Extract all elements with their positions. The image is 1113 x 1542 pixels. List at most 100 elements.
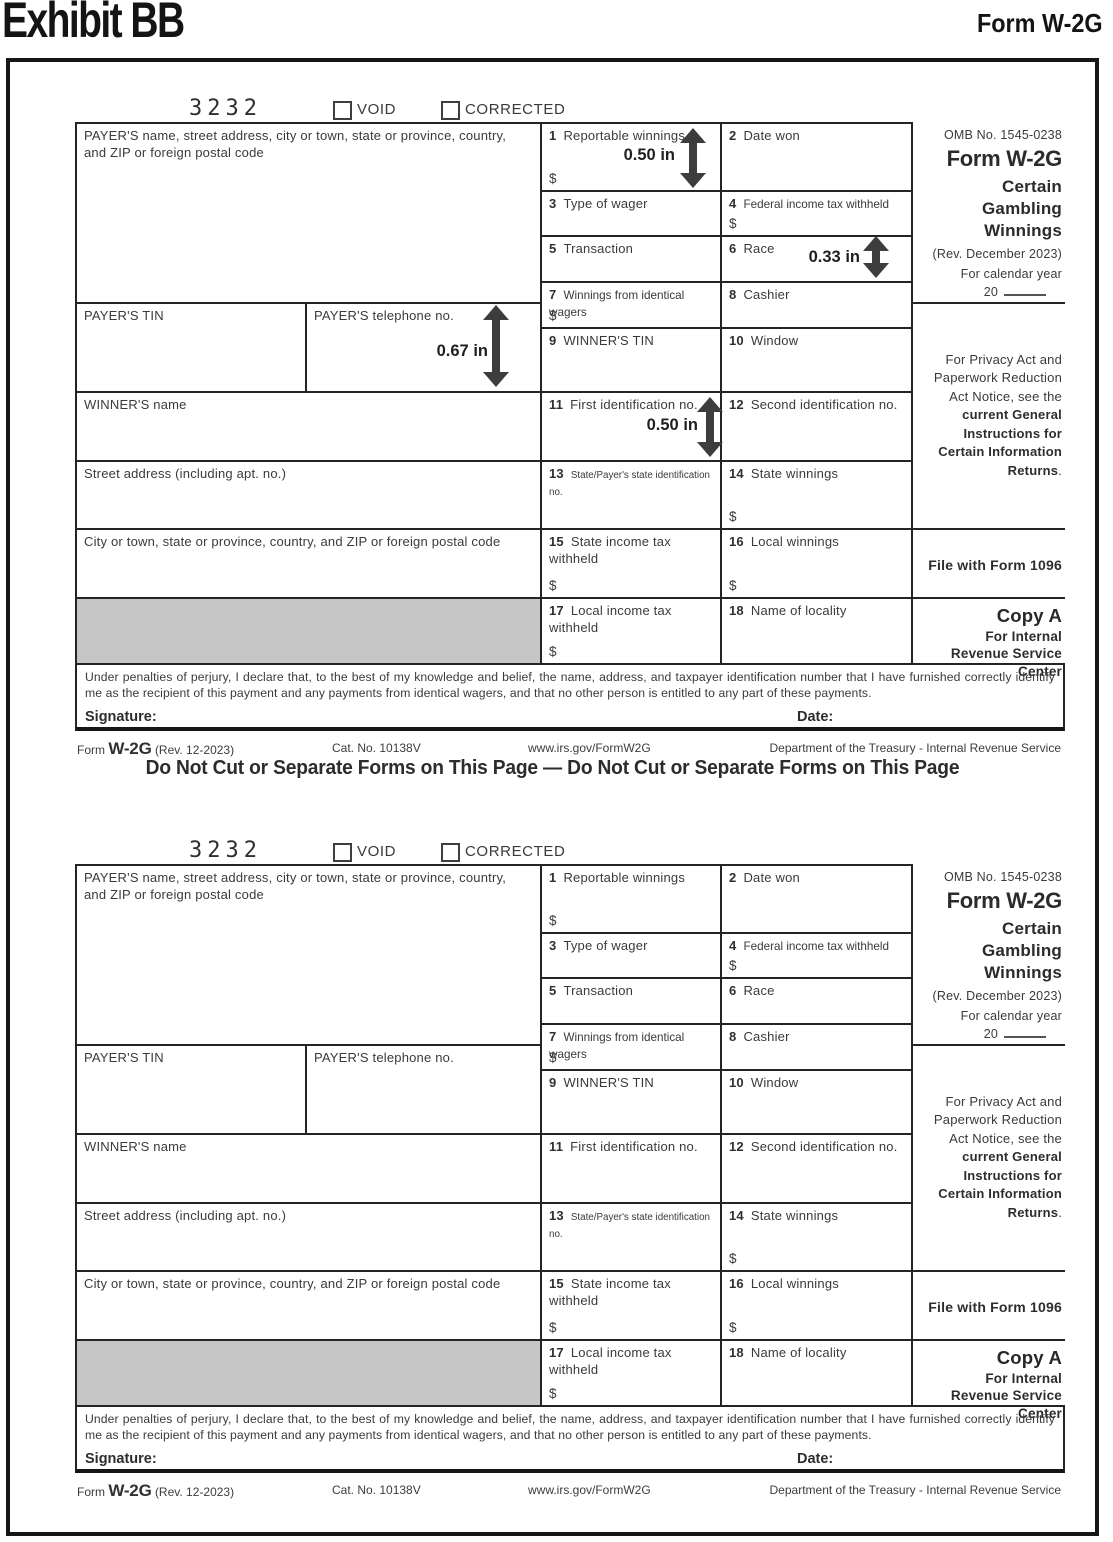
corrected-checkbox[interactable]	[441, 843, 460, 862]
perjury-statement: Under penalties of perjury, I declare th…	[85, 1412, 1055, 1443]
arrow-down-icon	[483, 372, 509, 387]
box-17-local-income-tax-withheld: 17 Local income tax withheld $	[540, 1339, 720, 1405]
year-blank-line[interactable]	[1004, 1036, 1046, 1039]
dollar-sign: $	[549, 1049, 557, 1065]
city-label: City or town, state or province, country…	[84, 1276, 501, 1291]
arrow-down-icon	[680, 173, 706, 188]
winner-name-label: WINNER'S name	[84, 397, 187, 412]
footer-form-id: Form W-2G (Rev. 12-2023)	[77, 1481, 235, 1500]
form-footer: Form W-2G (Rev. 12-2023) Cat. No. 10138V…	[75, 736, 1065, 758]
arrow-down-icon	[863, 263, 889, 278]
signature-label[interactable]: Signature:	[85, 709, 157, 725]
box-8-cashier: 8 Cashier	[720, 281, 911, 327]
treasury-department-label: Department of the Treasury - Internal Re…	[769, 741, 1061, 755]
form-title-block: OMB No. 1545-0238 Form W-2G Certain Gamb…	[911, 864, 1065, 1044]
copy-a-title: Copy A	[996, 1347, 1062, 1368]
box-3-type-of-wager: 3 Type of wager	[540, 190, 720, 235]
payer-phone-label: PAYER'S telephone no.	[314, 308, 454, 323]
perjury-statement: Under penalties of perjury, I declare th…	[85, 670, 1055, 701]
date-label[interactable]: Date:	[797, 1451, 834, 1467]
field-street-address: Street address (including apt. no.)	[75, 460, 540, 528]
irs-url[interactable]: www.irs.gov/FormW2G	[528, 741, 651, 755]
box-12-second-identification-no: 12 Second identification no.	[720, 1133, 911, 1202]
box-11-first-identification-no: 11 First identification no.	[540, 391, 720, 460]
void-checkbox[interactable]	[333, 843, 352, 862]
box-13-state-payer-id-no: 13 State/Payer's state identification no.	[540, 1202, 720, 1270]
arrow-up-icon	[697, 397, 723, 412]
field-winner-name: WINNER'S name	[75, 391, 540, 460]
dollar-sign: $	[549, 577, 557, 593]
form-reference-label: Form W-2G	[977, 8, 1103, 38]
perjury-statement-box: Under penalties of perjury, I declare th…	[75, 1405, 1065, 1473]
box-13-state-payer-id-no: 13 State/Payer's state identification no.	[540, 460, 720, 528]
arrow-down-icon	[697, 442, 723, 457]
box-7-winnings-identical-wagers: 7 Winnings from identical wagers $	[540, 1023, 720, 1069]
field-city-state-zip: City or town, state or province, country…	[75, 528, 540, 597]
measure-arrow-box1	[680, 128, 706, 188]
treasury-department-label: Department of the Treasury - Internal Re…	[769, 1483, 1061, 1497]
privacy-act-notice: For Privacy Act and Paperwork Reduction …	[911, 1044, 1065, 1270]
field-street-address: Street address (including apt. no.)	[75, 1202, 540, 1270]
form-footer: Form W-2G (Rev. 12-2023) Cat. No. 10138V…	[75, 1478, 1065, 1500]
box-16-local-winnings: 16 Local winnings $	[720, 528, 911, 597]
box-14-state-winnings: 14 State winnings $	[720, 1202, 911, 1270]
void-label: VOID	[357, 843, 397, 860]
form-name: Form W-2G	[946, 888, 1063, 913]
void-checkbox[interactable]	[333, 101, 352, 120]
revision-date: (Rev. December 2023)	[932, 989, 1062, 1004]
irs-url[interactable]: www.irs.gov/FormW2G	[528, 1483, 651, 1497]
payer-tin-label: PAYER'S TIN	[84, 1050, 164, 1065]
calendar-year-label: For calendar year	[960, 1009, 1062, 1024]
box-15-state-income-tax-withheld: 15 State income tax withheld $	[540, 528, 720, 597]
catalog-number: Cat. No. 10138V	[332, 1483, 421, 1497]
dollar-sign: $	[729, 1319, 737, 1335]
exhibit-title: Exhibit BB	[2, 0, 185, 48]
box-1-reportable-winnings: 1 Reportable winnings $	[540, 864, 720, 932]
measure-arrow-box6	[863, 236, 889, 278]
box-14-state-winnings: 14 State winnings $	[720, 460, 911, 528]
dollar-sign: $	[729, 1250, 737, 1266]
field-payer-telephone: PAYER'S telephone no.	[305, 1044, 540, 1133]
box-5-transaction: 5 Transaction	[540, 235, 720, 281]
payer-phone-label: PAYER'S telephone no.	[314, 1050, 454, 1065]
revision-date: (Rev. December 2023)	[932, 247, 1062, 262]
copy-a-subtitle: For Internal Revenue Service Center	[950, 628, 1062, 679]
file-with-form-1096: File with Form 1096	[911, 528, 1065, 597]
box-2-date-won: 2 Date won	[720, 864, 911, 932]
box-10-window: 10 Window	[720, 1069, 911, 1133]
dollar-sign: $	[549, 1319, 557, 1335]
calendar-year-entry: 20	[916, 1026, 1062, 1042]
field-payer-name-address: PAYER'S name, street address, city or to…	[75, 122, 540, 302]
form-subtitle: Certain Gambling Winnings	[982, 919, 1062, 982]
copy-a-subtitle: For Internal Revenue Service Center	[950, 1370, 1062, 1421]
dollar-sign: $	[549, 1385, 557, 1401]
box-16-local-winnings: 16 Local winnings $	[720, 1270, 911, 1339]
arrow-up-icon	[483, 305, 509, 320]
arrow-up-icon	[680, 128, 706, 143]
signature-label[interactable]: Signature:	[85, 1451, 157, 1467]
field-payer-telephone: PAYER'S telephone no.	[305, 302, 540, 391]
perjury-statement-box: Under penalties of perjury, I declare th…	[75, 663, 1065, 731]
dollar-sign: $	[729, 577, 737, 593]
measure-label-phone: 0.67 in	[436, 342, 488, 360]
dollar-sign: $	[549, 643, 557, 659]
copy-a-title: Copy A	[996, 605, 1062, 626]
box-10-window: 10 Window	[720, 327, 911, 391]
copy-a-block: Copy A For Internal Revenue Service Cent…	[911, 1339, 1065, 1421]
copy-a-block: Copy A For Internal Revenue Service Cent…	[911, 597, 1065, 679]
form-name: Form W-2G	[946, 146, 1063, 171]
corrected-checkbox[interactable]	[441, 101, 460, 120]
form-code-3232: 3232	[189, 838, 262, 863]
date-label[interactable]: Date:	[797, 709, 834, 725]
w2g-form-copy-1: 3232 VOID CORRECTED PAYER'S name, street…	[75, 96, 1065, 760]
arrow-up-icon	[863, 236, 889, 251]
form-title-block: OMB No. 1545-0238 Form W-2G Certain Gamb…	[911, 122, 1065, 302]
field-payer-tin: PAYER'S TIN	[75, 1044, 305, 1133]
year-blank-line[interactable]	[1004, 294, 1046, 297]
box-18-name-of-locality: 18 Name of locality	[720, 1339, 911, 1405]
box-4-federal-income-tax-withheld: 4 Federal income tax withheld $	[720, 190, 911, 235]
box-11-first-identification-no: 11 First identification no.	[540, 1133, 720, 1202]
street-label: Street address (including apt. no.)	[84, 466, 287, 481]
footer-form-id: Form W-2G (Rev. 12-2023)	[77, 739, 235, 758]
measure-arrow-phone	[483, 305, 509, 387]
